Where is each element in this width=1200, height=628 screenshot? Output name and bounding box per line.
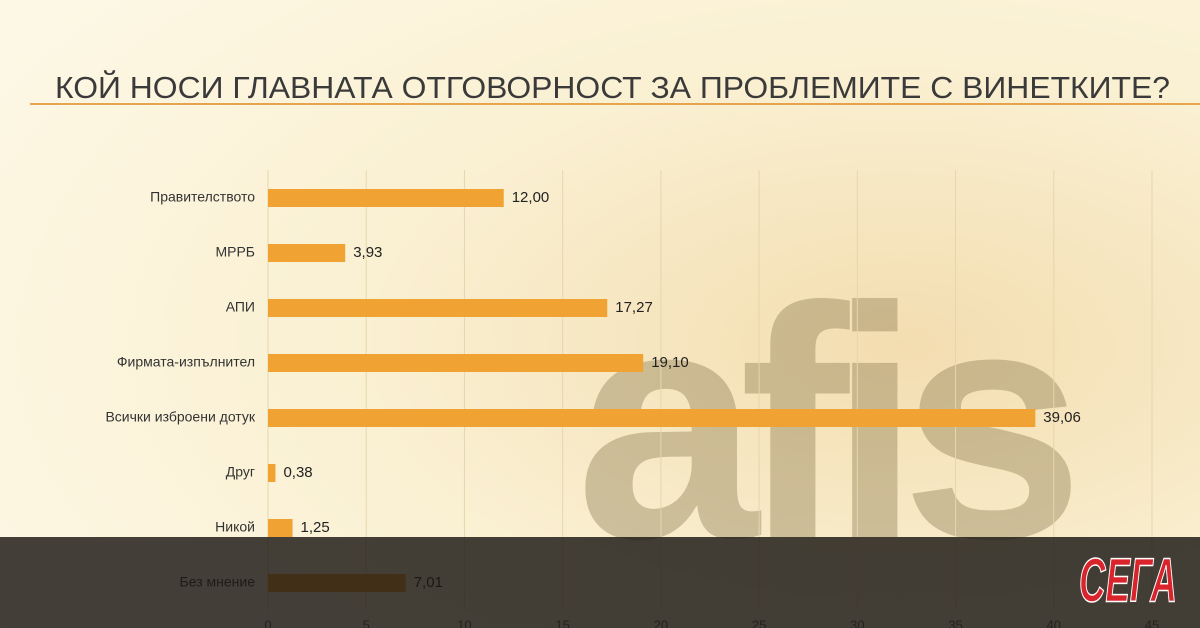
bar — [268, 519, 293, 537]
value-label: 12,00 — [512, 189, 550, 206]
y-tick-label: МРРБ — [215, 244, 255, 260]
bar — [268, 464, 276, 482]
plot: 051015202530354045Правителството12,00МРР… — [105, 170, 1159, 628]
y-tick-label: Фирмата-изпълнител — [117, 354, 255, 370]
value-label: 0,38 — [283, 464, 312, 481]
y-tick-label: Никой — [215, 519, 255, 535]
logo: СЕГА — [1079, 546, 1177, 615]
y-tick-label: АПИ — [226, 299, 255, 315]
bar — [268, 354, 644, 372]
y-tick-label: Друг — [226, 464, 255, 480]
value-label: 1,25 — [301, 519, 330, 536]
y-tick-label: Правителството — [150, 189, 255, 205]
value-label: 17,27 — [615, 299, 653, 316]
y-tick-label: Всички изброени дотук — [105, 409, 255, 425]
value-label: 39,06 — [1043, 409, 1081, 426]
bar — [268, 244, 346, 262]
bar — [268, 409, 1036, 427]
footer-band — [0, 537, 1200, 628]
value-label: 19,10 — [651, 354, 689, 371]
bar — [268, 189, 504, 207]
value-label: 3,93 — [353, 244, 382, 261]
chart-title: КОЙ НОСИ ГЛАВНАТА ОТГОВОРНОСТ ЗА ПРОБЛЕМ… — [55, 69, 1170, 105]
bar — [268, 299, 608, 317]
